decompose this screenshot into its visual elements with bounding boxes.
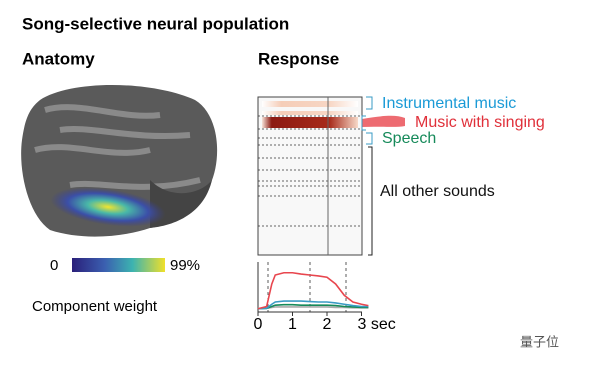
line: [258, 306, 369, 310]
line: [257, 300, 369, 310]
heading: Anatomy: [22, 49, 95, 68]
brain: [21, 85, 218, 237]
colorbar-max: 99%: [170, 257, 200, 274]
colorbar-min: 0: [50, 257, 58, 274]
line: [257, 271, 369, 310]
response-label: Instrumental music: [382, 95, 516, 112]
colorbar: [72, 258, 165, 272]
response-label: Speech: [382, 130, 436, 147]
x-tick-label: 3 sec: [358, 316, 396, 333]
x-tick-label: 1: [288, 316, 297, 333]
heatmap: [257, 96, 405, 256]
x-tick-label: 0: [254, 316, 263, 333]
heading: Response: [258, 49, 339, 68]
watermark: 量子位: [520, 334, 559, 349]
response-label: All other sounds: [380, 183, 495, 200]
response-label: Music with singing: [415, 114, 545, 131]
title: Song-selective neural population: [22, 14, 289, 33]
x-tick-label: 2: [323, 316, 332, 333]
line: [257, 303, 369, 310]
colorbar-caption: Component weight: [32, 298, 158, 315]
